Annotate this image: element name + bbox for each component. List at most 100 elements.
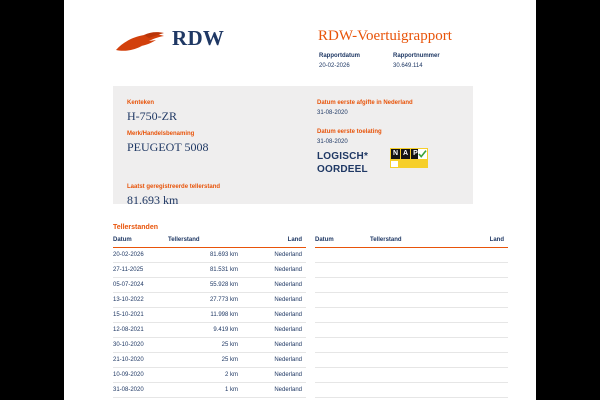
verdict-line-1: LOGISCH*	[317, 151, 369, 162]
make-value: PEUGEOT 5008	[127, 140, 209, 154]
verdict-text: LOGISCH* OORDEEL	[317, 150, 368, 176]
make-label: Merk/Handelsbenaming	[127, 131, 195, 137]
cell-tellerstand-right	[370, 307, 462, 323]
cell-tellerstand: 1 km	[168, 382, 260, 398]
cell-land-right	[462, 277, 508, 293]
first-admission-label: Datum eerste toelating	[317, 129, 382, 135]
verdict-line-2: OORDEEL	[317, 164, 368, 175]
first-issue-value: 31-08-2020	[317, 110, 348, 116]
cell-land-right	[462, 382, 508, 398]
table-row: 27-11-2025 81.531 km Nederland	[113, 262, 508, 278]
cell-datum-right	[315, 322, 370, 338]
cell-tellerstand-right	[370, 322, 462, 338]
col-header-land-right: Land	[462, 235, 508, 248]
cell-land: Nederland	[260, 337, 306, 353]
first-issue-label: Datum eerste afgifte in Nederland	[317, 100, 413, 106]
table-row: 10-09-2020 2 km Nederland	[113, 367, 508, 383]
col-gap	[306, 235, 315, 248]
cell-datum-right	[315, 307, 370, 323]
vehicle-dates-block: Datum eerste afgifte in Nederland 31-08-…	[317, 98, 467, 156]
cell-datum: 12-08-2021	[113, 322, 168, 338]
cell-gap	[306, 323, 315, 338]
cell-datum: 20-02-2026	[113, 247, 168, 263]
cell-datum-right	[315, 352, 370, 368]
rdw-wordmark: RDW	[172, 26, 225, 50]
cell-land-right	[462, 367, 508, 383]
report-date-block: Rapportdatum 20-02-2026	[319, 52, 381, 71]
cell-tellerstand: 25 km	[168, 352, 260, 368]
cell-tellerstand: 27.773 km	[168, 292, 260, 308]
odometer-table-body: 20-02-2026 81.693 km Nederland 27-11-2025 81…	[113, 247, 508, 398]
nap-letter-p: P	[411, 149, 420, 159]
report-meta: Rapportdatum 20-02-2026 Rapportnummer 30…	[319, 52, 455, 71]
last-odometer-value: 81.693 km	[127, 193, 179, 207]
last-odometer-label: Laatst geregistreerde tellerstand	[127, 184, 221, 190]
cell-datum-right	[315, 337, 370, 353]
cell-datum: 21-10-2020	[113, 352, 168, 368]
cell-land: Nederland	[260, 367, 306, 383]
col-header-datum-left: Datum	[113, 235, 168, 248]
cell-gap	[306, 368, 315, 383]
report-date-value: 20-02-2026	[319, 63, 350, 69]
cell-land: Nederland	[260, 247, 306, 263]
table-row: 15-10-2021 11.998 km Nederland	[113, 307, 508, 323]
odometer-table-title: Tellerstanden	[113, 224, 158, 231]
cell-datum: 05-07-2024	[113, 277, 168, 293]
vehicle-summary-panel: Kenteken H-750-ZR Merk/Handelsbenaming P…	[113, 86, 473, 207]
cell-land: Nederland	[260, 292, 306, 308]
cell-tellerstand-right	[370, 367, 462, 383]
table-row: 05-07-2024 55.928 km Nederland	[113, 277, 508, 293]
cell-gap	[306, 353, 315, 368]
report-title: RDW-Voertuigrapport	[318, 28, 452, 44]
cell-tellerstand-right	[370, 382, 462, 398]
cell-datum-right	[315, 382, 370, 398]
cell-tellerstand: 11.998 km	[168, 307, 260, 323]
cell-land-right	[462, 307, 508, 323]
cell-datum: 10-09-2020	[113, 367, 168, 383]
green-check-icon	[418, 149, 427, 159]
cell-datum-right	[315, 277, 370, 293]
cell-land: Nederland	[260, 382, 306, 398]
nap-letter-a: A	[401, 149, 410, 159]
cell-tellerstand-right	[370, 337, 462, 353]
cell-gap	[306, 248, 315, 263]
cell-datum: 27-11-2025	[113, 262, 168, 278]
cell-tellerstand-right	[370, 292, 462, 308]
rdw-logo: RDW	[114, 26, 274, 62]
cell-tellerstand: 81.531 km	[168, 262, 260, 278]
report-number-block: Rapportnummer 30.649.114	[393, 52, 455, 71]
cell-datum: 13-10-2022	[113, 292, 168, 308]
table-row: 13-10-2022 27.773 km Nederland	[113, 292, 508, 308]
cell-land: Nederland	[260, 322, 306, 338]
odometer-readings-section: Tellerstanden Datum Tellerstand Land Dat…	[113, 222, 508, 398]
cell-gap	[306, 308, 315, 323]
cell-gap	[306, 263, 315, 278]
nap-letter-tiles: N A P	[391, 149, 420, 159]
table-row: 21-10-2020 25 km Nederland	[113, 352, 508, 368]
odometer-table: Datum Tellerstand Land Datum Tellerstand…	[113, 235, 508, 398]
cell-tellerstand-right	[370, 277, 462, 293]
table-row: 12-08-2021 9.419 km Nederland	[113, 322, 508, 338]
report-number-label: Rapportnummer	[393, 53, 440, 59]
cell-datum: 31-08-2020	[113, 382, 168, 398]
report-date-label: Rapportdatum	[319, 53, 360, 59]
cell-land-right	[462, 337, 508, 353]
col-header-tellerstand-right: Tellerstand	[370, 235, 462, 248]
cell-datum: 15-10-2021	[113, 307, 168, 323]
rdw-bird-logo-icon	[114, 30, 166, 56]
licence-value: H-750-ZR	[127, 109, 177, 123]
col-header-datum-right: Datum	[315, 235, 370, 248]
cell-tellerstand: 55.928 km	[168, 277, 260, 293]
cell-land-right	[462, 262, 508, 278]
cell-gap	[306, 293, 315, 308]
odometer-table-head: Datum Tellerstand Land Datum Tellerstand…	[113, 235, 508, 248]
table-header-row: Datum Tellerstand Land Datum Tellerstand…	[113, 235, 508, 248]
cell-land: Nederland	[260, 262, 306, 278]
report-number-value: 30.649.114	[393, 63, 423, 69]
col-header-tellerstand-left: Tellerstand	[168, 235, 260, 248]
cell-datum-right	[315, 262, 370, 278]
cell-tellerstand: 81.693 km	[168, 247, 260, 263]
cell-land: Nederland	[260, 352, 306, 368]
table-row: 30-10-2020 25 km Nederland	[113, 337, 508, 353]
